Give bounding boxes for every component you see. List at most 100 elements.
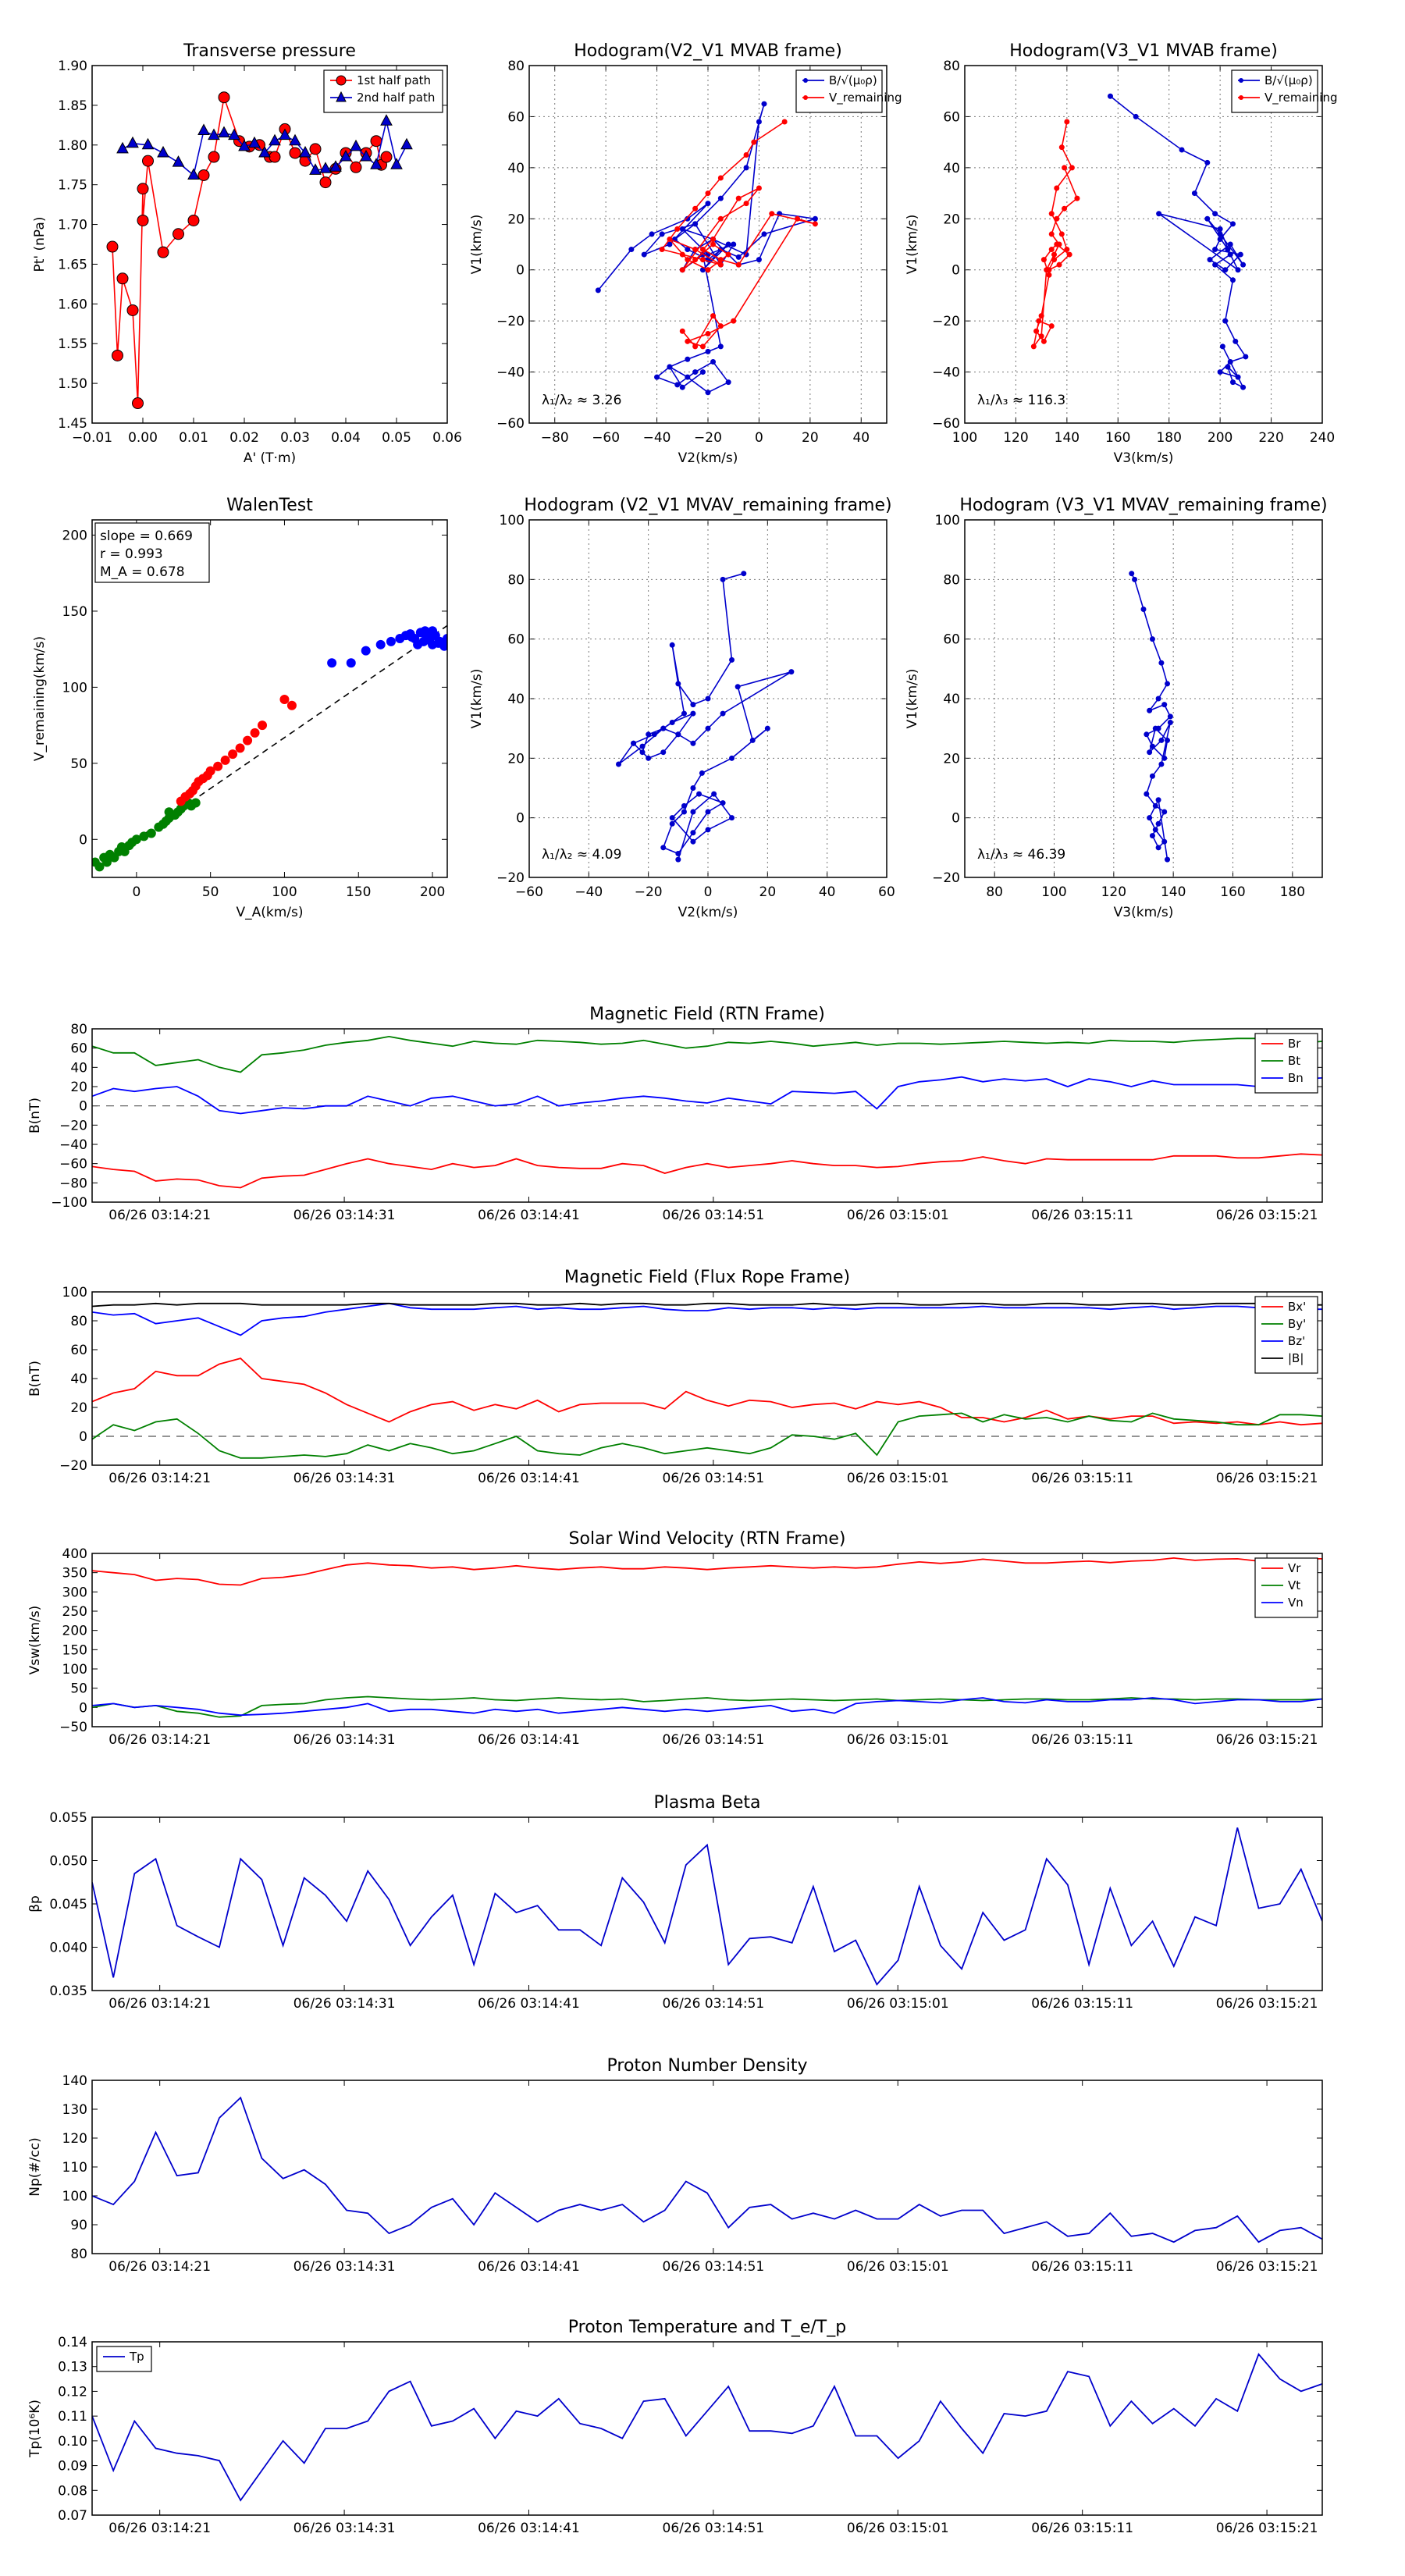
data-point xyxy=(258,720,268,731)
data-point xyxy=(659,247,665,253)
y-tick-label: 80 xyxy=(70,1314,87,1329)
y-tick-label: 0.12 xyxy=(58,2384,87,2400)
y-tick-label: 0 xyxy=(516,811,525,827)
x-tick-label: 06/26 03:15:21 xyxy=(1216,1996,1318,2012)
data-point xyxy=(1036,318,1042,324)
data-point xyxy=(1161,702,1168,708)
plot-area xyxy=(92,2096,1322,2243)
data-point xyxy=(1212,247,1218,253)
x-tick-label: −40 xyxy=(574,884,603,900)
x-axis-label: V_A(km/s) xyxy=(236,905,303,920)
data-point xyxy=(1225,364,1231,370)
data-point xyxy=(1038,313,1044,319)
y-tick-label: 1.90 xyxy=(58,59,87,74)
y-tick-label: 50 xyxy=(70,756,87,772)
x-tick-label: −80 xyxy=(541,430,569,446)
data-point xyxy=(720,710,726,717)
series-Bt xyxy=(92,1035,1322,1073)
x-tick-label: 06/26 03:15:01 xyxy=(847,2521,949,2536)
data-point xyxy=(1048,231,1055,237)
y-axis-label: V1(km/s) xyxy=(469,215,485,275)
data-point xyxy=(743,152,749,158)
data-point xyxy=(674,226,681,232)
data-point xyxy=(173,228,184,240)
data-point xyxy=(126,136,139,148)
data-point xyxy=(669,815,675,821)
data-point xyxy=(1219,343,1225,350)
series-line xyxy=(617,572,792,860)
series-line xyxy=(92,1076,1322,1115)
plot-area xyxy=(595,101,818,396)
data-point xyxy=(1133,113,1139,119)
data-point xyxy=(1167,713,1173,720)
x-tick-label: 06/26 03:15:01 xyxy=(847,2259,949,2275)
data-point xyxy=(690,740,696,746)
data-point xyxy=(692,247,699,253)
x-tick-label: 06/26 03:15:11 xyxy=(1031,1732,1133,1748)
x-tick-label: 06/26 03:15:01 xyxy=(847,1996,949,2012)
data-point xyxy=(157,246,169,258)
stats-line: r = 0.993 xyxy=(100,546,163,562)
data-point xyxy=(679,384,685,390)
y-tick-label: 0 xyxy=(79,1099,87,1115)
legend-marker xyxy=(1239,95,1243,100)
x-tick-label: 06/26 03:14:51 xyxy=(663,1471,765,1486)
legend-marker xyxy=(336,75,347,86)
x-tick-label: 06/26 03:14:21 xyxy=(108,1471,211,1486)
data-point xyxy=(443,634,447,644)
plot-frame xyxy=(91,65,448,424)
x-tick-label: 06/26 03:14:21 xyxy=(108,1732,211,1748)
y-tick-label: 80 xyxy=(70,1022,87,1037)
y-tick-label: −20 xyxy=(59,1118,87,1133)
plot-area xyxy=(616,571,795,863)
x-tick-label: 0.05 xyxy=(382,430,411,446)
y-tick-label: 0.045 xyxy=(49,1897,87,1912)
y-tick-label: 1.60 xyxy=(58,297,87,312)
y-tick-label: 40 xyxy=(70,1060,87,1076)
legend-box xyxy=(1254,1033,1318,1094)
legend-label: Bt xyxy=(1288,1054,1300,1068)
data-point xyxy=(717,215,724,222)
data-point xyxy=(1165,856,1171,863)
data-point xyxy=(717,262,724,268)
data-point xyxy=(1056,241,1062,247)
x-tick-label: 0 xyxy=(704,884,713,900)
x-tick-label: 0.00 xyxy=(128,430,158,446)
data-point xyxy=(679,328,685,334)
legend: Bx' By' Bz' |B| xyxy=(1254,1296,1318,1374)
y-tick-label: 130 xyxy=(62,2102,87,2118)
plot-area xyxy=(92,1557,1322,1718)
data-point xyxy=(1235,267,1241,273)
data-point xyxy=(1062,205,1068,212)
data-point xyxy=(1204,159,1211,165)
series-Bz' xyxy=(92,1302,1322,1336)
y-tick-label: −60 xyxy=(496,416,525,432)
y-tick-label: −40 xyxy=(932,365,960,381)
y-tick-label: −80 xyxy=(59,1176,87,1191)
chart-plasma-beta: Plasma Beta 0.035 0.040 0.045 0.050 0.055 06/2… xyxy=(27,1793,1323,2012)
data-point xyxy=(675,856,681,863)
x-tick-label: 06/26 03:14:31 xyxy=(293,1996,396,2012)
series-Bx' xyxy=(92,1357,1322,1426)
data-point xyxy=(1069,165,1075,171)
x-tick-label: 120 xyxy=(1101,884,1126,900)
plot-area xyxy=(1129,571,1173,863)
data-point xyxy=(705,190,711,197)
y-tick-label: 150 xyxy=(62,604,87,620)
data-point xyxy=(692,257,699,263)
data-point xyxy=(1161,755,1168,761)
data-point xyxy=(172,155,185,167)
eigen-ratio-annotation: λ₁/λ₂ ≈ 4.09 xyxy=(542,847,621,863)
data-point xyxy=(1040,257,1047,263)
chart-title: Solar Wind Velocity (RTN Frame) xyxy=(569,1529,846,1549)
data-point xyxy=(1165,737,1171,743)
data-point xyxy=(710,241,717,247)
x-tick-label: 06/26 03:15:11 xyxy=(1031,1996,1133,2012)
data-point xyxy=(710,313,717,319)
data-point xyxy=(218,126,230,138)
data-point xyxy=(692,369,699,375)
data-point xyxy=(116,141,129,154)
y-tick-label: 100 xyxy=(500,513,525,528)
data-point xyxy=(131,834,141,845)
